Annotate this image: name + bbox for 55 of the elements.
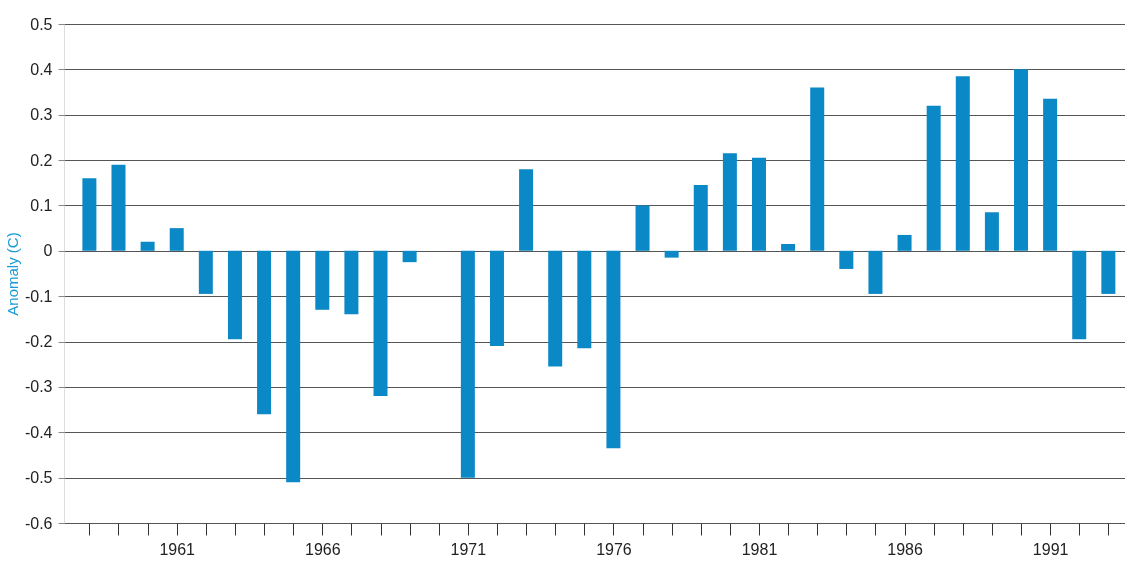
y-tick-label: 0.4 [30,60,53,78]
bar [606,250,621,449]
bar [810,87,825,251]
y-axis-title: Anomaly (C) [3,232,21,316]
x-tick-label: 1986 [887,540,923,558]
bar [402,250,417,263]
y-tick-label: 0 [43,242,53,260]
bar [868,250,883,294]
x-tick-label: 1976 [596,540,632,558]
bar [315,250,330,310]
bar [751,157,766,251]
bar [169,228,184,251]
bar [926,105,941,251]
bar [781,244,796,251]
y-tick-label: -0.3 [24,378,53,396]
y-tick-label: 0.2 [30,151,53,169]
y-tick-label: -0.2 [24,333,53,351]
bar [722,153,737,251]
bar [1072,250,1087,340]
bar [140,241,155,251]
bar [1101,250,1116,294]
y-tick-label: 0.3 [30,106,53,124]
bar [489,250,504,347]
bar [82,178,97,251]
bar [955,76,970,251]
y-tick-label: 0.5 [30,15,53,33]
bar [1043,98,1058,251]
bar [664,250,679,258]
y-tick-label: -0.4 [24,423,53,441]
bar [519,169,534,251]
bar [1014,69,1029,251]
bar [577,250,592,349]
bar [460,250,475,478]
bar [693,185,708,251]
bar [635,205,650,251]
bar [984,212,999,251]
bar [257,250,272,415]
bar [198,250,213,294]
bar [373,250,388,396]
bar [344,250,359,315]
y-tick-label: 0.1 [30,196,53,214]
bar [839,250,854,269]
x-tick-label: 1961 [159,540,196,558]
bar [548,250,563,367]
y-tick-label: -0.6 [24,514,53,532]
x-tick-label: 1971 [450,540,487,558]
y-tick-label: -0.5 [24,469,53,487]
bar [286,250,301,483]
x-tick-label: 1991 [1032,540,1069,558]
bar [111,164,126,251]
x-tick-label: 1966 [304,540,341,558]
x-tick-label: 1981 [741,540,778,558]
y-tick-label: -0.1 [24,287,53,305]
bar [227,250,242,340]
bar [897,234,912,251]
